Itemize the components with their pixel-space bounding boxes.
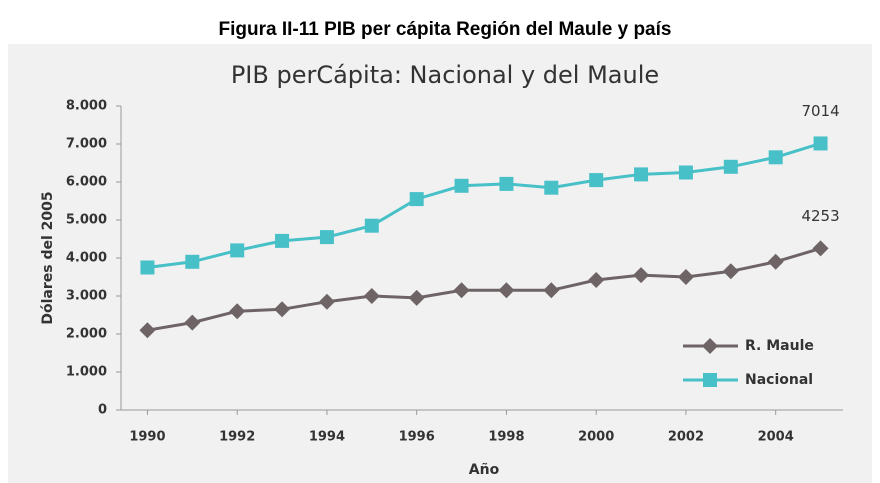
- data-point: [589, 173, 604, 188]
- x-axis-label: Año: [469, 462, 500, 478]
- data-point: [230, 243, 245, 258]
- data-point: [588, 272, 605, 289]
- data-point: [453, 282, 470, 299]
- data-point: [363, 288, 380, 304]
- data-point: [318, 293, 335, 310]
- data-point: [723, 159, 738, 174]
- y-tick-label: 6.000: [66, 175, 107, 190]
- data-point: [229, 303, 246, 320]
- data-point: [499, 176, 514, 191]
- series-line: [147, 142, 822, 269]
- x-tick-label: 1996: [399, 430, 435, 445]
- data-point: [634, 167, 649, 182]
- data-label: 4253: [801, 207, 839, 225]
- y-tick-label: 2.000: [66, 327, 107, 342]
- chart-background: [8, 44, 872, 483]
- legend-label: Nacional: [745, 372, 813, 388]
- y-tick-label: 1.000: [66, 365, 107, 380]
- y-tick-label: 8.000: [66, 99, 107, 114]
- y-tick-label: 0: [98, 403, 107, 418]
- y-tick-label: 7.000: [66, 137, 107, 152]
- x-tick-label: 1998: [488, 430, 524, 445]
- y-axis-label: Dólares del 2005: [40, 191, 56, 324]
- data-point: [364, 218, 379, 233]
- data-point: [722, 263, 739, 280]
- data-point: [633, 267, 650, 284]
- data-point: [185, 254, 200, 269]
- data-point: [544, 180, 559, 195]
- data-point: [319, 230, 334, 245]
- data-point: [677, 269, 694, 285]
- x-tick-label: 1994: [309, 430, 345, 445]
- y-tick-label: 5.000: [66, 213, 107, 228]
- y-tick-label: 3.000: [66, 289, 107, 304]
- chart-title: PIB perCápita: Nacional y del Maule: [231, 61, 659, 89]
- data-point: [140, 260, 155, 275]
- data-point: [409, 192, 424, 207]
- y-tick-label: 4.000: [66, 251, 107, 266]
- data-label: 7014: [801, 102, 839, 120]
- legend-marker: [702, 338, 718, 354]
- data-point: [275, 233, 290, 248]
- legend-label: R. Maule: [745, 338, 814, 354]
- data-point: [184, 314, 201, 331]
- x-tick-label: 2004: [758, 430, 794, 445]
- data-point: [408, 289, 425, 306]
- figure-caption: Figura II-11 PIB per cápita Región del M…: [219, 19, 672, 40]
- x-tick-label: 2002: [668, 430, 704, 445]
- data-point: [768, 150, 783, 165]
- data-point: [812, 240, 829, 257]
- data-point: [678, 165, 693, 180]
- data-point: [543, 282, 560, 299]
- legend-marker: [703, 373, 717, 387]
- data-point: [767, 253, 784, 270]
- data-point: [274, 301, 291, 318]
- x-tick-label: 1992: [219, 430, 255, 445]
- x-tick-label: 1990: [129, 430, 165, 445]
- data-point: [454, 178, 469, 193]
- data-point: [498, 282, 515, 299]
- data-point: [139, 322, 156, 339]
- data-point: [813, 136, 828, 151]
- x-tick-label: 2000: [578, 430, 614, 445]
- series-line: [147, 246, 821, 332]
